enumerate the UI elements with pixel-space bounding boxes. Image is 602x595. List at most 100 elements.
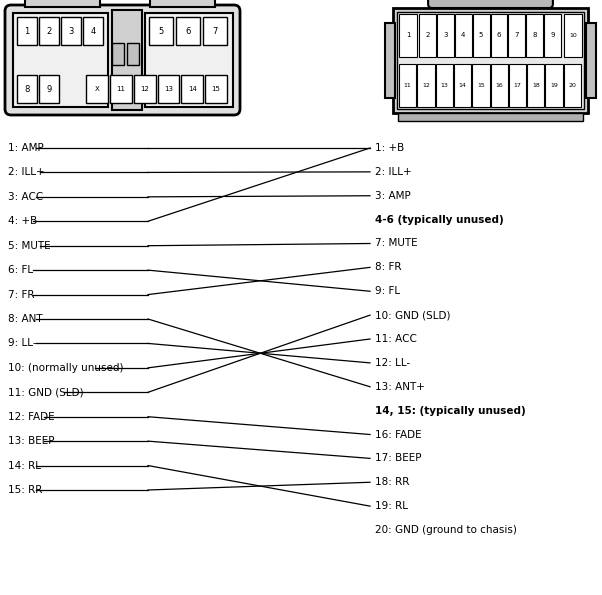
Bar [145,13,233,107]
Bar [527,64,544,107]
Text: 12: LL-: 12: LL- [375,358,410,368]
Text: 7: 7 [213,27,218,36]
Bar [419,14,436,57]
Text: 2: ILL+: 2: ILL+ [375,167,412,177]
Bar [112,10,142,110]
Bar [398,113,583,121]
Text: 11: 11 [404,83,412,88]
Bar [399,64,417,107]
Bar [399,14,417,57]
Bar [61,17,81,45]
Bar [491,64,508,107]
Text: 15: 15 [212,86,220,92]
Text: 4-6 (typically unused): 4-6 (typically unused) [375,215,504,225]
Text: 2: 2 [46,27,52,36]
Bar [473,14,489,57]
Text: 4: 4 [90,27,96,36]
Bar [586,23,596,98]
Text: 8: ANT: 8: ANT [8,314,43,324]
Text: 10: GND (SLD): 10: GND (SLD) [375,310,450,320]
Bar [39,17,59,45]
Bar [564,14,582,57]
Text: 9: LL-: 9: LL- [8,339,37,349]
Bar [544,14,561,57]
Bar [112,43,124,65]
Text: 8: FR: 8: FR [375,262,402,273]
Bar [17,17,37,45]
Text: 10: 10 [569,33,577,38]
Text: 13: ANT+: 13: ANT+ [375,382,425,392]
Text: 12: 12 [140,86,149,92]
Text: 9: FL: 9: FL [375,286,400,296]
Text: 15: RR: 15: RR [8,485,42,495]
FancyBboxPatch shape [5,5,240,115]
Text: 2: ILL+: 2: ILL+ [8,167,45,177]
Text: 4: +B: 4: +B [8,217,37,226]
Text: 6: 6 [497,32,501,38]
Text: 14: RL: 14: RL [8,461,41,471]
Text: 13: 13 [164,86,173,92]
Bar [385,23,395,98]
Text: 17: BEEP: 17: BEEP [375,453,421,464]
Text: 1: AMP: 1: AMP [8,143,44,153]
Bar [509,64,526,107]
FancyBboxPatch shape [428,0,553,8]
Text: 1: +B: 1: +B [375,143,405,153]
Text: 4: 4 [461,32,465,38]
Bar [545,64,563,107]
Text: 18: RR: 18: RR [375,477,409,487]
Bar [417,64,435,107]
Text: 10: (normally unused): 10: (normally unused) [8,363,123,373]
Text: 12: 12 [422,83,430,88]
Bar [526,14,543,57]
Bar [181,75,203,103]
Text: 17: 17 [514,83,521,88]
Text: 12: FADE: 12: FADE [8,412,55,422]
Bar [437,14,454,57]
Text: 7: MUTE: 7: MUTE [375,239,418,249]
Text: 8: 8 [24,84,29,93]
Bar [83,17,103,45]
Bar [176,17,200,45]
Text: 7: FR: 7: FR [8,290,34,299]
Bar [472,64,489,107]
Bar [13,13,108,107]
Bar [203,17,227,45]
Bar [39,75,59,103]
Text: 16: 16 [495,83,503,88]
Text: 3: 3 [443,32,447,38]
Text: 9: 9 [46,84,52,93]
Text: 14: 14 [459,83,467,88]
Text: 6: FL: 6: FL [8,265,33,275]
Bar [393,8,588,113]
Text: 11: ACC: 11: ACC [375,334,417,344]
Text: 11: GND (SLD): 11: GND (SLD) [8,387,84,397]
Text: 3: ACC: 3: ACC [8,192,43,202]
Text: 13: BEEP: 13: BEEP [8,436,55,446]
Text: 9: 9 [550,32,555,38]
Text: 15: 15 [477,83,485,88]
Bar [25,0,100,7]
Text: 16: FADE: 16: FADE [375,430,421,440]
Text: 8: 8 [532,32,537,38]
Text: 3: 3 [68,27,73,36]
Text: 5: MUTE: 5: MUTE [8,241,51,250]
Text: 19: RL: 19: RL [375,501,408,511]
Text: 2: 2 [425,32,430,38]
Text: 5: 5 [479,32,483,38]
Text: 1: 1 [24,27,29,36]
Bar [454,64,471,107]
Bar [436,64,453,107]
Bar [508,14,526,57]
Text: 14, 15: (typically unused): 14, 15: (typically unused) [375,406,526,416]
Text: 20: GND (ground to chasis): 20: GND (ground to chasis) [375,525,517,535]
Text: 18: 18 [532,83,539,88]
Text: 11: 11 [116,86,125,92]
Bar [205,75,227,103]
Text: 3: AMP: 3: AMP [375,191,411,201]
Bar [127,43,139,65]
Bar [17,75,37,103]
Text: X: X [95,86,99,92]
Bar [491,14,507,57]
Text: 14: 14 [188,86,197,92]
